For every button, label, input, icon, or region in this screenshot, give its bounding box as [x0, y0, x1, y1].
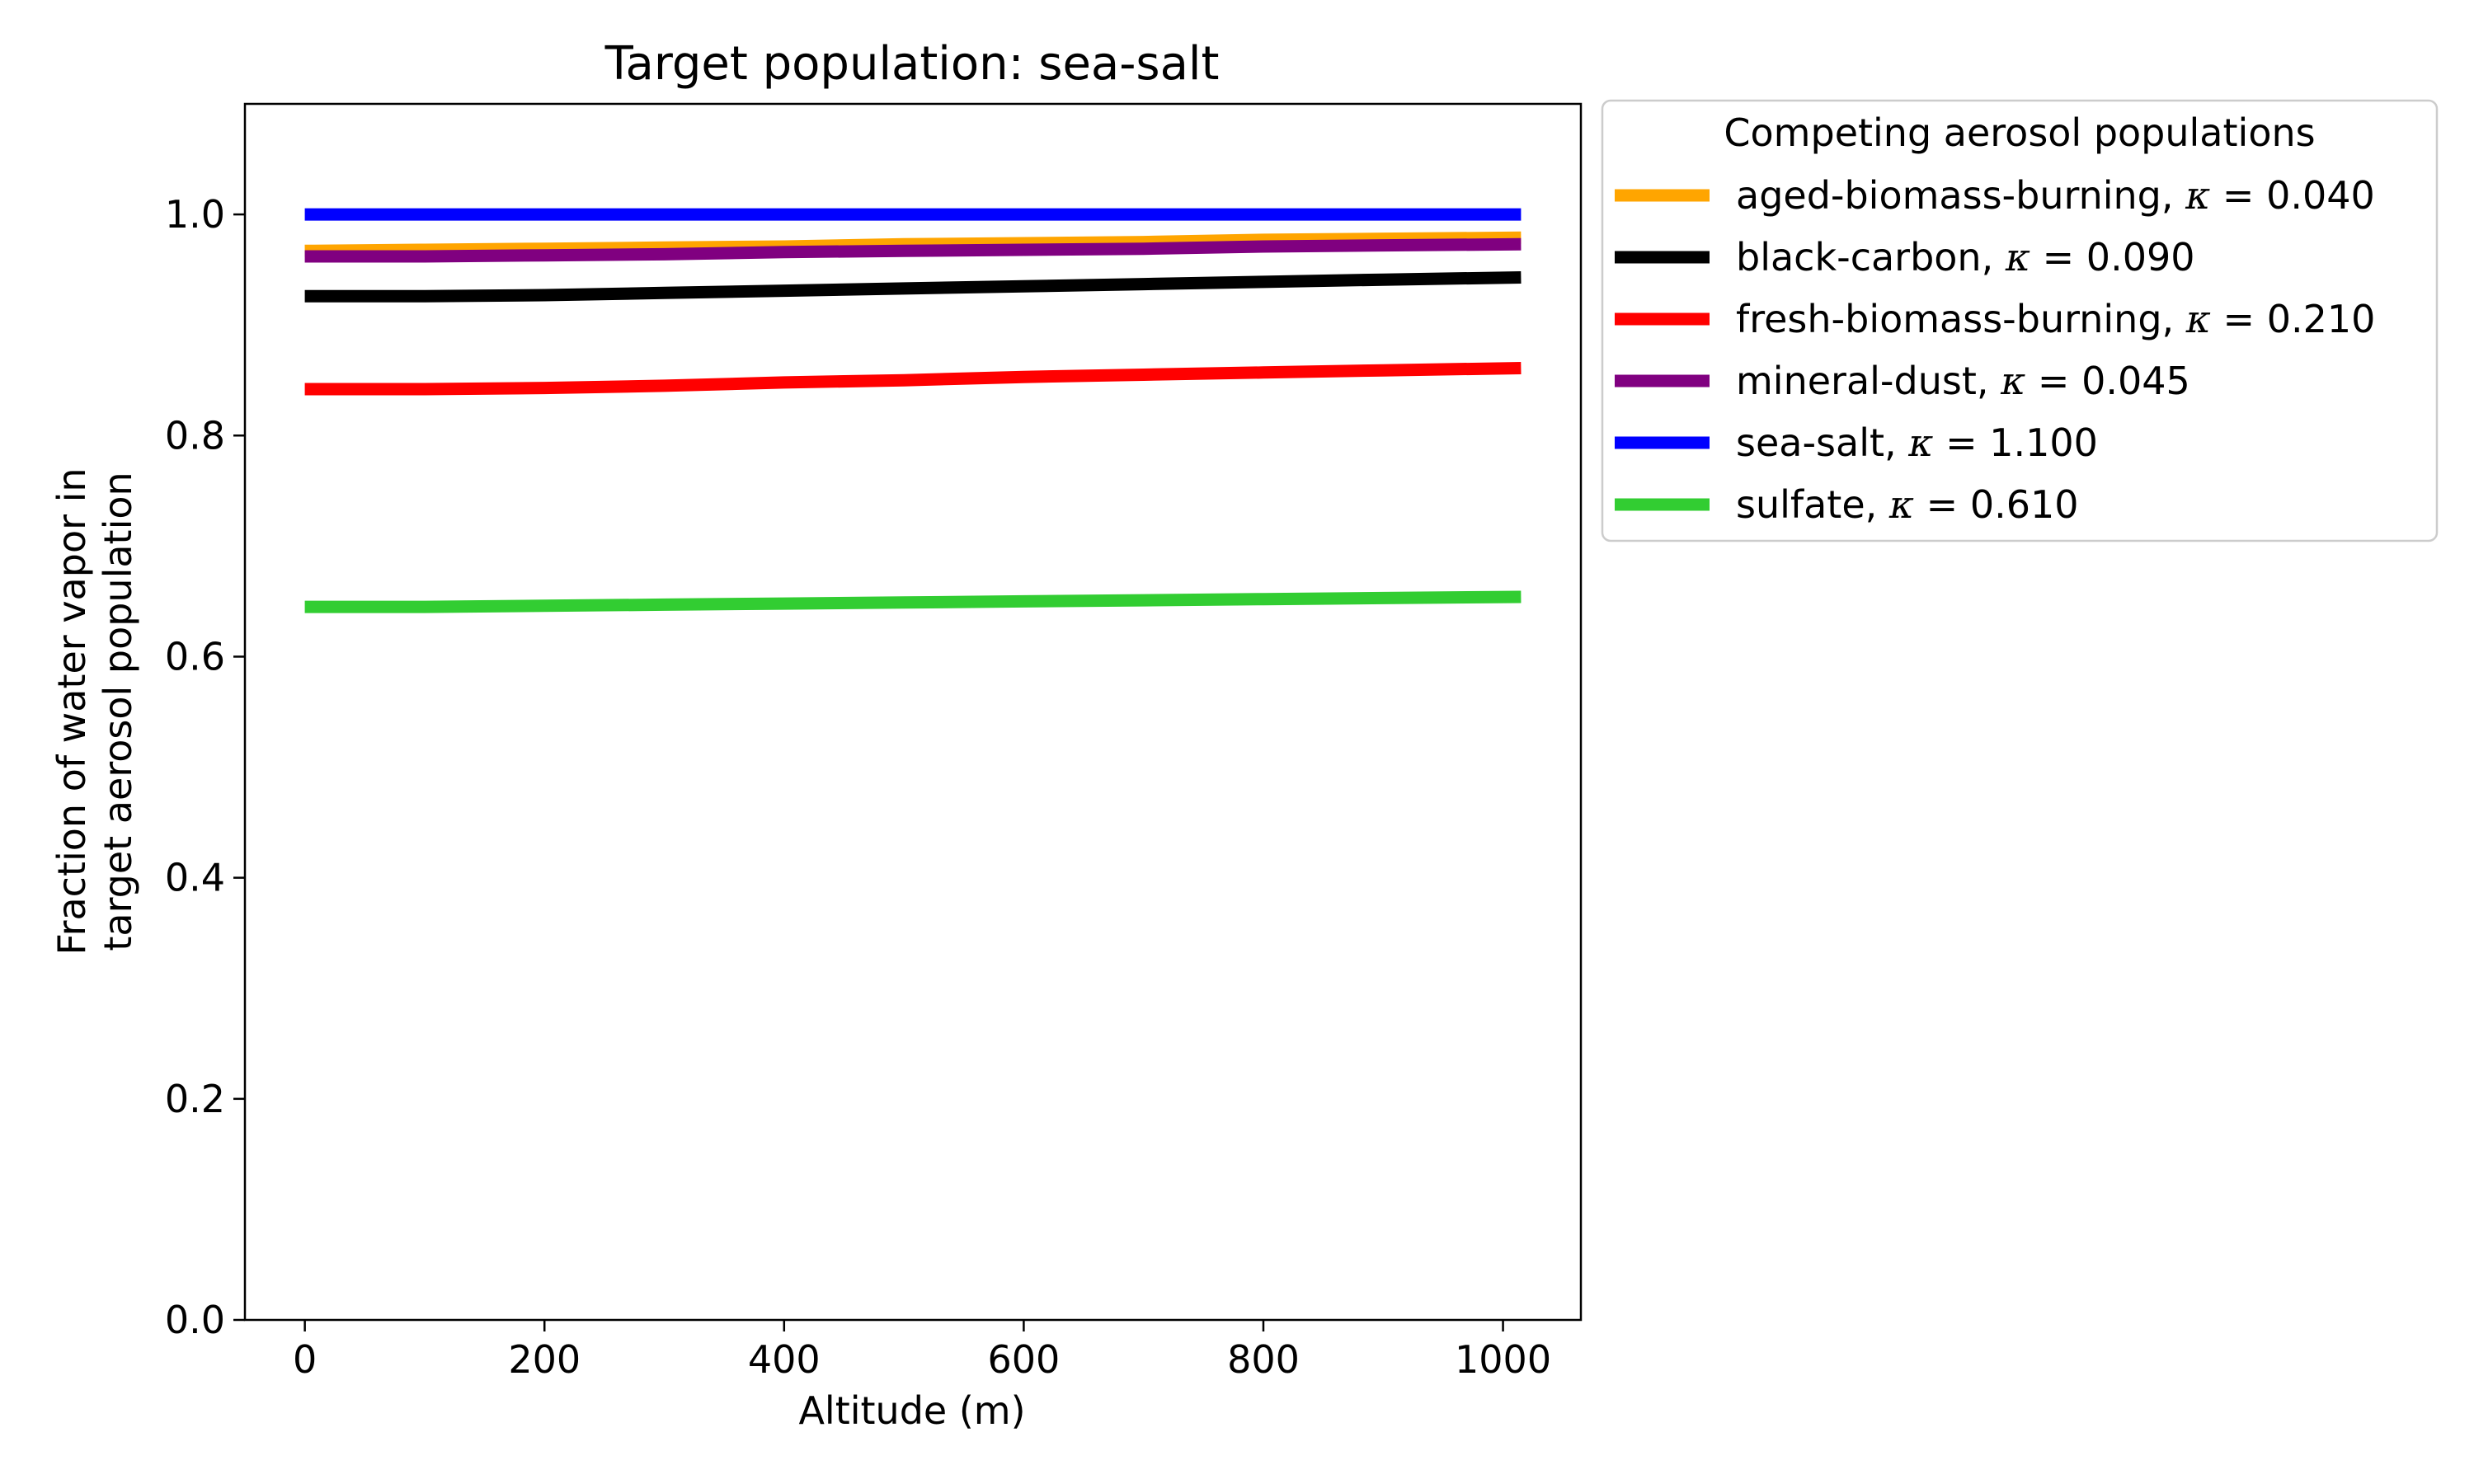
x-axis: 0 200 400 600 800 1000: [293, 1320, 1551, 1382]
series-line-black-carbon: [304, 271, 1522, 303]
legend-entries: aged-biomass-burning, κ = 0.040 black-car…: [1615, 173, 2375, 527]
legend-kappa-value: = 1.100: [1933, 420, 2097, 465]
x-tick-label: 400: [748, 1337, 821, 1382]
y-axis-label-line-2: target aerosol population: [96, 472, 140, 951]
y-tick-label: 0.6: [165, 634, 225, 679]
legend-label: black-carbon, κ = 0.090: [1736, 235, 2195, 279]
x-tick-label: 800: [1227, 1337, 1300, 1382]
legend-label: aged-biomass-burning, κ = 0.040: [1736, 173, 2375, 218]
legend-label: sulfate, κ = 0.610: [1736, 482, 2079, 527]
legend-series-name: sulfate,: [1736, 482, 1889, 527]
legend-series-name: aged-biomass-burning,: [1736, 173, 2185, 218]
y-tick-label: 1.0: [165, 192, 225, 237]
x-tick-label: 200: [508, 1337, 581, 1382]
legend-kappa-symbol: κ: [1907, 420, 1933, 465]
legend-series-name: black-carbon,: [1736, 235, 2006, 279]
x-tick-label: 0: [293, 1337, 317, 1382]
legend-kappa-value: = 0.045: [2025, 359, 2189, 403]
legend-entry-sea-salt: sea-salt, κ = 1.100: [1615, 420, 2098, 465]
legend-kappa-symbol: κ: [2185, 173, 2210, 218]
legend-series-name: mineral-dust,: [1736, 359, 2001, 403]
y-tick-label: 0.2: [165, 1077, 225, 1121]
legend-kappa-value: = 0.610: [1914, 482, 2078, 527]
y-tick-label: 0.4: [165, 856, 225, 900]
legend-box: [1601, 99, 2439, 542]
plot-area-frame: [243, 102, 1583, 1322]
series-line-fresh-biomass-burning: [304, 362, 1522, 396]
x-tick-label: 1000: [1455, 1337, 1551, 1382]
series-line-aged-biomass-burning: [304, 231, 1522, 257]
legend-entry-black-carbon: black-carbon, κ = 0.090: [1615, 235, 2195, 279]
x-axis-label: Altitude (m): [798, 1388, 1025, 1433]
series-line-mineral-dust: [304, 237, 1522, 263]
x-tick-label: 600: [987, 1337, 1060, 1382]
legend-kappa-value: = 0.210: [2211, 297, 2375, 341]
chart-title: Target population: sea-salt: [604, 37, 1220, 91]
legend-entry-mineral-dust: mineral-dust, κ = 0.045: [1615, 359, 2190, 403]
legend: Competing aerosol populations aged-bioma…: [1601, 99, 2439, 542]
legend-series-name: fresh-biomass-burning,: [1736, 297, 2186, 341]
legend-entry-sulfate: sulfate, κ = 0.610: [1615, 482, 2079, 527]
y-axis-label-line-1: Fraction of water vapor in: [49, 467, 94, 955]
legend-label: fresh-biomass-burning, κ = 0.210: [1736, 297, 2375, 341]
legend-entry-aged-biomass-burning: aged-biomass-burning, κ = 0.040: [1615, 173, 2375, 218]
y-axis: 0.0 0.2 0.4 0.6 0.8 1.0: [165, 192, 245, 1342]
y-tick-label: 0.8: [165, 413, 225, 458]
legend-label: sea-salt, κ = 1.100: [1736, 420, 2098, 465]
legend-title: Competing aerosol populations: [1724, 110, 2315, 155]
legend-kappa-value: = 0.040: [2210, 173, 2374, 218]
legend-label: mineral-dust, κ = 0.045: [1736, 359, 2190, 403]
legend-kappa-symbol: κ: [2185, 297, 2211, 341]
y-axis-label: Fraction of water vapor in target aeroso…: [49, 467, 140, 955]
legend-kappa-symbol: κ: [2000, 359, 2025, 403]
legend-entry-fresh-biomass-burning: fresh-biomass-burning, κ = 0.210: [1615, 297, 2375, 341]
legend-kappa-value: = 0.090: [2030, 235, 2194, 279]
legend-series-name: sea-salt,: [1736, 420, 1908, 465]
legend-kappa-symbol: κ: [1888, 482, 1914, 527]
series-line-sulfate: [304, 590, 1522, 613]
y-tick-label: 0.0: [165, 1298, 225, 1342]
series-layer: [304, 208, 1522, 613]
legend-kappa-symbol: κ: [2005, 235, 2030, 279]
